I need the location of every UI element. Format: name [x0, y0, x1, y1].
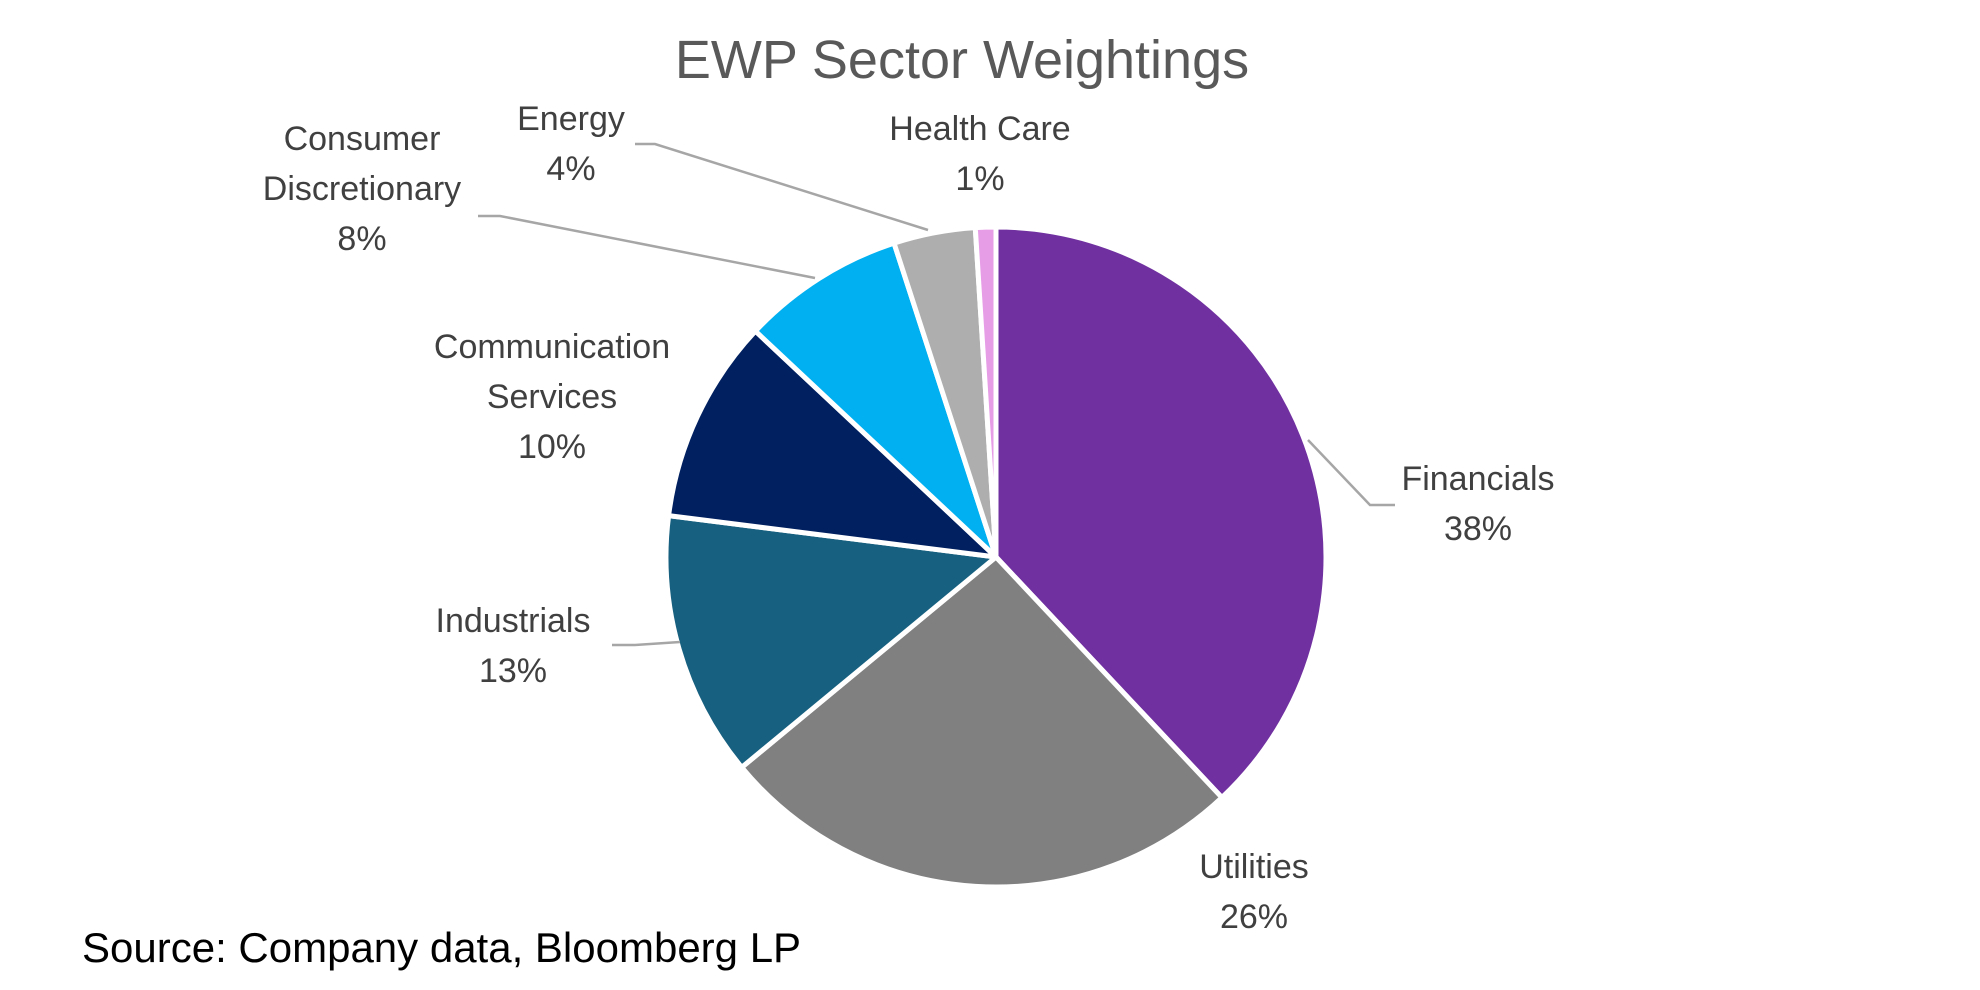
slice-value-label: 4% [546, 150, 595, 188]
pie-slice-communication-services [666, 328, 999, 560]
slice-category-label: Services [487, 378, 617, 416]
slice-category-label: Consumer [284, 120, 441, 158]
slice-category-label: Health Care [889, 110, 1070, 148]
slice-value-label: 10% [518, 428, 586, 466]
leader-lines [478, 142, 1395, 647]
leader-line-consumer-discretionary [478, 214, 816, 280]
slice-category-label: Discretionary [263, 170, 461, 208]
slice-label-health-care: Health Care 1% [889, 110, 1070, 198]
slice-value-label: 26% [1220, 898, 1288, 936]
slice-value-label: 38% [1444, 510, 1512, 548]
slice-category-label: Utilities [1199, 848, 1309, 886]
slice-labels: Financials 38% Utilities 26% Industrials 13% C… [263, 100, 1555, 936]
slice-label-financials: Financials 38% [1401, 460, 1554, 548]
pie-slice-utilities [739, 554, 1225, 890]
slice-label-consumer-discretionary: Consumer Discretionary 8% [263, 120, 461, 258]
slice-category-label: Energy [517, 100, 625, 138]
slice-value-label: 13% [479, 652, 547, 690]
slice-value-label: 8% [337, 220, 386, 258]
leader-line-financials [1307, 439, 1395, 507]
leader-line-industrials [612, 640, 681, 647]
chart-title: EWP Sector Weightings [675, 30, 1249, 90]
slice-label-industrials: Industrials 13% [436, 602, 591, 690]
pie-slice-consumer-discretionary [752, 240, 999, 560]
slice-category-label: Industrials [436, 602, 591, 640]
slice-value-label: 1% [955, 160, 1004, 198]
pie-slice-health-care [972, 224, 999, 560]
slice-label-communication-services: Communication Services 10% [434, 328, 670, 466]
pie-slice-financials [993, 224, 1329, 801]
slice-label-energy: Energy 4% [517, 100, 625, 188]
slice-label-utilities: Utilities 26% [1199, 848, 1309, 936]
source-note: Source: Company data, Bloomberg LP [82, 924, 802, 971]
slice-category-label: Communication [434, 328, 670, 366]
pie-slices [663, 224, 1329, 890]
leader-line-energy [635, 142, 929, 232]
slice-category-label: Financials [1401, 460, 1554, 498]
pie-slice-industrials [663, 513, 999, 770]
